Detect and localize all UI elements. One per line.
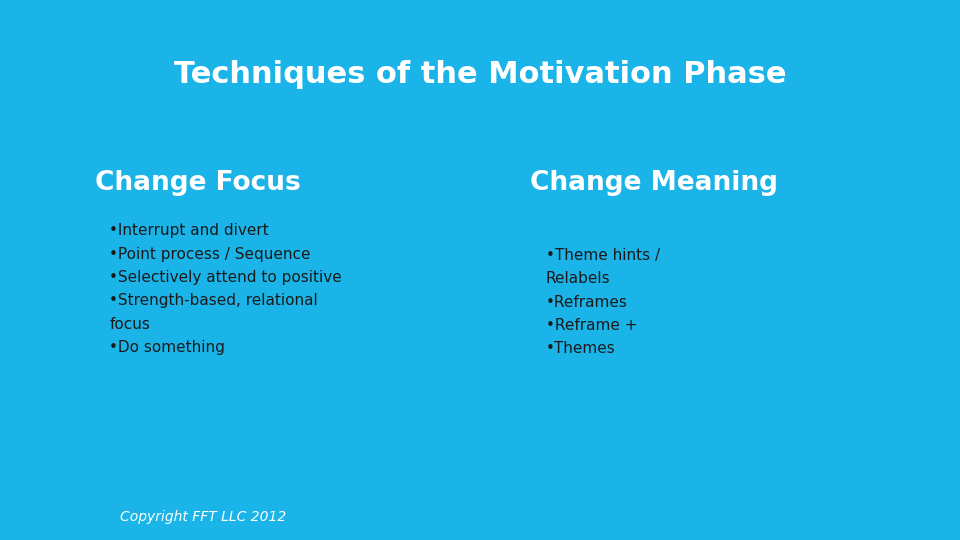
Text: •Theme hints /
Relabels
•Reframes
•Reframe +
•Themes: •Theme hints / Relabels •Reframes •Refra…	[545, 248, 660, 356]
Text: Change Focus: Change Focus	[95, 170, 300, 196]
Text: •Interrupt and divert
•Point process / Sequence
•Selectively attend to positive
: •Interrupt and divert •Point process / S…	[109, 223, 342, 355]
Text: Change Meaning: Change Meaning	[530, 170, 778, 196]
Text: Copyright FFT LLC 2012: Copyright FFT LLC 2012	[120, 510, 286, 524]
Text: Techniques of the Motivation Phase: Techniques of the Motivation Phase	[174, 60, 786, 89]
